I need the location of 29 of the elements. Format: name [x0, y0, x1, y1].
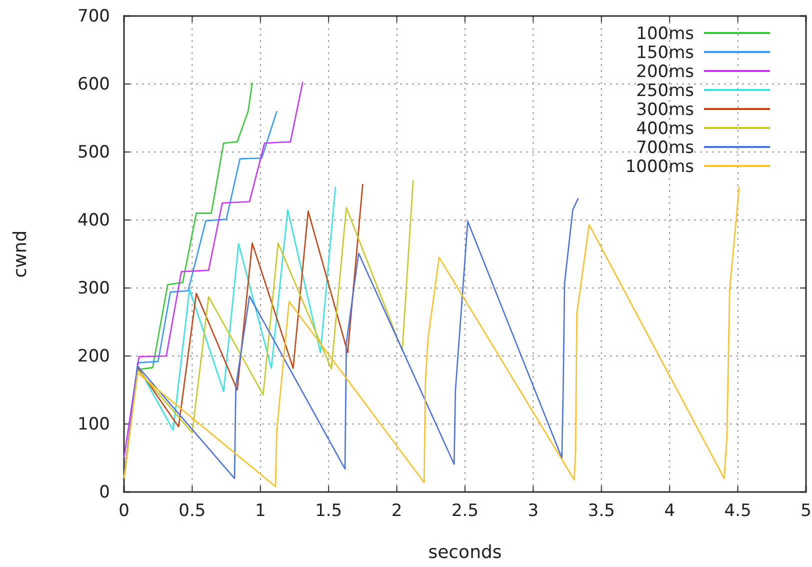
- y-tick-label: 700: [78, 6, 110, 26]
- x-tick-label: 2.5: [451, 501, 479, 522]
- legend-label: 100ms: [636, 24, 694, 44]
- x-tick-label: 4.5: [724, 501, 752, 522]
- x-tick-label: 0.5: [178, 501, 206, 522]
- y-tick-label: 400: [78, 210, 110, 230]
- legend-label: 700ms: [636, 138, 694, 158]
- y-tick-label: 300: [78, 278, 110, 298]
- x-tick-label: 1.5: [315, 501, 342, 522]
- x-tick-label: 5: [800, 501, 812, 522]
- x-tick-label: 0: [118, 501, 130, 522]
- x-tick-label: 3: [528, 501, 539, 522]
- x-tick-label: 2: [391, 501, 402, 522]
- y-axis-title: cwnd: [10, 230, 31, 278]
- y-tick-label: 600: [78, 74, 110, 94]
- y-tick-label: 0: [99, 482, 110, 502]
- y-tick-label: 100: [78, 414, 110, 434]
- legend-label: 300ms: [636, 100, 694, 120]
- legend-label: 250ms: [636, 81, 694, 101]
- legend-label: 200ms: [636, 62, 694, 82]
- y-tick-label: 200: [78, 346, 110, 366]
- x-axis-title: seconds: [428, 542, 502, 563]
- x-tick-label: 3.5: [588, 501, 615, 522]
- legend-label: 1000ms: [625, 157, 694, 177]
- x-tick-label: 4: [664, 501, 676, 522]
- x-tick-label: 1: [254, 501, 266, 522]
- y-tick-label: 500: [78, 142, 110, 162]
- legend-label: 150ms: [636, 43, 694, 63]
- legend-label: 400ms: [636, 119, 694, 139]
